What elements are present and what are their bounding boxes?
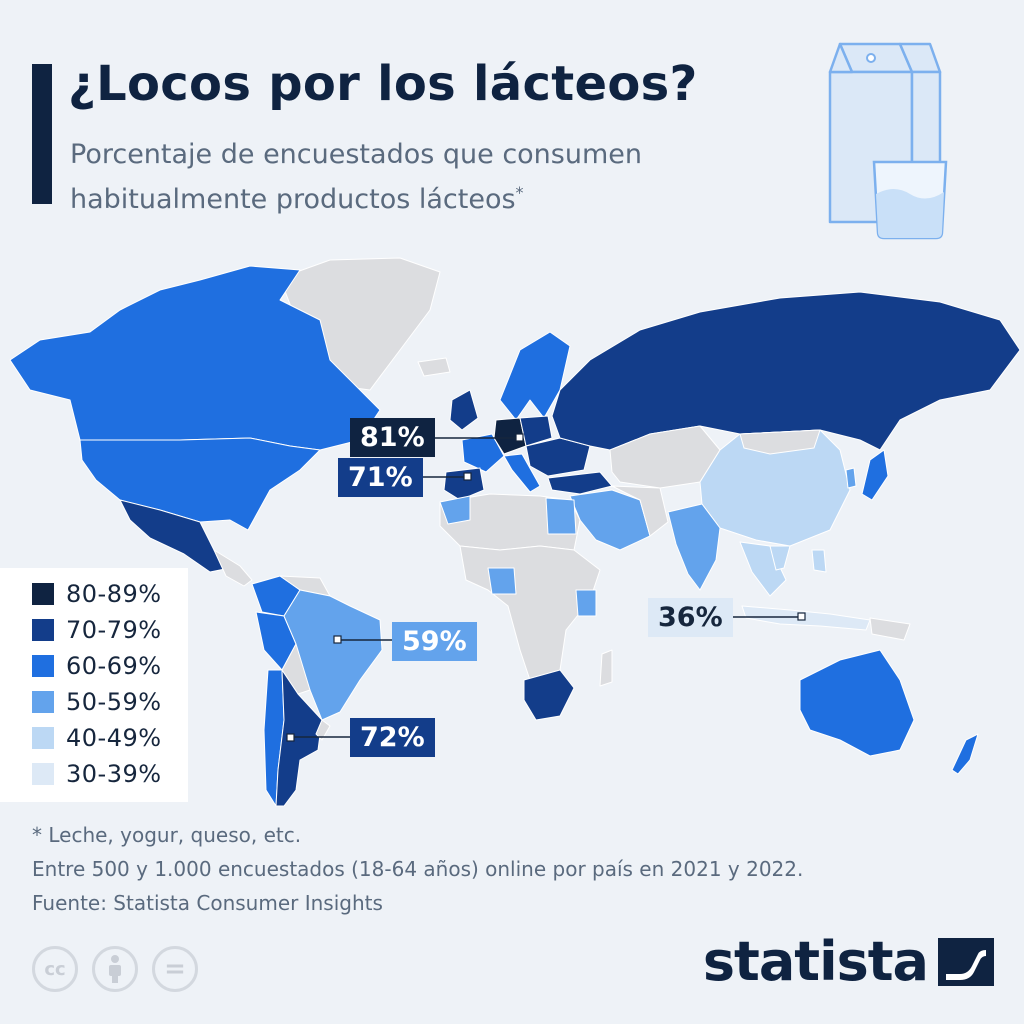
iceland-region — [417, 357, 451, 377]
legend-swatch — [32, 763, 54, 785]
legend-swatch — [32, 619, 54, 641]
australia-region — [799, 649, 915, 757]
legend-swatch — [32, 691, 54, 713]
spain-region — [443, 467, 485, 501]
subtitle-asterisk: * — [515, 183, 524, 202]
map-legend: 80-89% 70-79% 60-69% 50-59% 40-49% 30-39… — [0, 568, 188, 802]
leader-dot-72 — [286, 733, 295, 742]
madagascar-region — [599, 649, 613, 687]
south-africa-region — [523, 669, 575, 721]
statista-mark-icon — [938, 937, 994, 986]
footnote-methodology: Entre 500 y 1.000 encuestados (18-64 año… — [32, 857, 804, 881]
korea-region — [845, 467, 857, 489]
footnote-source: Fuente: Statista Consumer Insights — [32, 891, 383, 915]
legend-item: 40-49% — [0, 720, 188, 756]
legend-swatch — [32, 583, 54, 605]
legend-item: 50-59% — [0, 684, 188, 720]
mexico-region — [119, 499, 231, 573]
title-accent-bar — [32, 64, 52, 204]
japan-region — [861, 449, 889, 501]
callout-59: 59% — [392, 622, 477, 661]
southeast-asia-region — [739, 541, 787, 597]
italy-region — [503, 453, 541, 493]
leader-dot-36 — [797, 612, 806, 621]
milk-carton-glass-icon — [828, 42, 948, 240]
russia-region — [551, 291, 1021, 451]
kenya-region — [575, 589, 597, 617]
page-title: ¿Locos por los lácteos? — [68, 56, 698, 112]
egypt-region — [545, 497, 577, 535]
legend-swatch — [32, 655, 54, 677]
footnote: * Leche, yogur, queso, etc. Entre 500 y … — [32, 818, 803, 920]
page-subtitle: Porcentaje de encuestados que consumen h… — [70, 136, 642, 219]
logo-wordmark: statista — [702, 930, 929, 993]
legend-item: 30-39% — [0, 756, 188, 792]
legend-item: 80-89% — [0, 576, 188, 612]
legend-item: 60-69% — [0, 648, 188, 684]
turkey-region — [547, 471, 613, 495]
footnote-definition: * Leche, yogur, queso, etc. — [32, 823, 302, 847]
license-icons: cc = — [32, 946, 198, 992]
indonesia-region — [741, 605, 871, 631]
iran-region — [611, 485, 669, 537]
callout-71: 71% — [338, 458, 423, 497]
leader-dot-81 — [515, 433, 524, 442]
legend-swatch — [32, 727, 54, 749]
leader-dot-71 — [463, 472, 472, 481]
germany-region — [493, 417, 527, 455]
central-america-region — [213, 549, 253, 587]
argentina-region — [275, 669, 323, 807]
vietnam-region — [769, 545, 791, 571]
statista-logo[interactable]: statista — [703, 930, 994, 993]
india-region — [667, 503, 721, 591]
callout-72: 72% — [350, 718, 435, 757]
subtitle-line-1: Porcentaje de encuestados que consumen — [70, 139, 642, 170]
morocco-region — [439, 495, 471, 525]
new-zealand-region — [951, 733, 979, 775]
cc-icon[interactable]: cc — [32, 946, 78, 992]
mongolia-region — [739, 429, 821, 455]
no-derivatives-icon[interactable]: = — [152, 946, 198, 992]
poland-region — [519, 415, 553, 447]
usa-region — [79, 437, 321, 531]
callout-36: 36% — [648, 598, 733, 637]
nigeria-region — [487, 567, 517, 595]
uk-region — [449, 389, 479, 431]
philippines-region — [811, 549, 827, 573]
attribution-icon[interactable] — [92, 946, 138, 992]
callout-81: 81% — [350, 418, 435, 457]
france-region — [461, 433, 505, 473]
subtitle-line-2: habitualmente productos lácteos* — [70, 183, 524, 215]
leader-dot-59 — [333, 635, 342, 644]
uruguay-region — [315, 719, 331, 741]
legend-item: 70-79% — [0, 612, 188, 648]
new-guinea-region — [869, 617, 911, 641]
world-map — [9, 257, 1021, 807]
middle-east-region — [569, 489, 651, 551]
